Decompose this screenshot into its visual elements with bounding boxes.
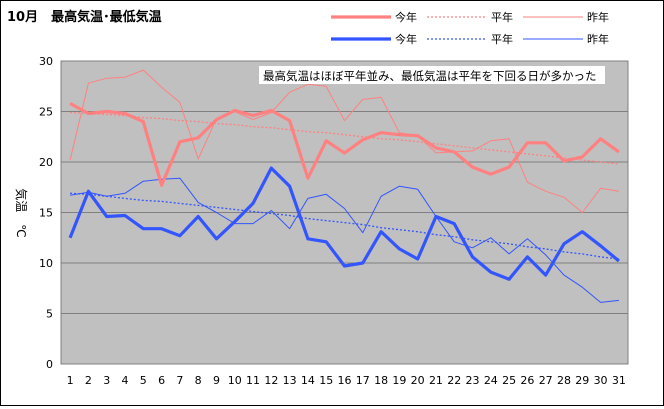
x-tick-labels: 1 2 3 4 5 6 7 8 9 10 11 12 13 14 15 16 17 18 19 20 21 22 23 24 2… — [67, 374, 626, 387]
x-tick-label: 5 — [140, 374, 147, 387]
x-tick-label: 4 — [122, 374, 129, 387]
y-tick-label: 25 — [39, 106, 53, 119]
y-tick-label: 0 — [46, 358, 53, 371]
y-tick-label: 30 — [39, 55, 53, 68]
series-line-max_last — [69, 69, 619, 213]
x-tick-label: 1 — [67, 374, 74, 387]
x-tick-label: 19 — [392, 374, 406, 387]
x-tick-label: 17 — [356, 374, 370, 387]
x-tick-label: 28 — [557, 374, 571, 387]
x-tick-label: 29 — [575, 374, 589, 387]
series-line-min_normal — [70, 192, 619, 260]
legend-label: 昨年 — [587, 32, 609, 46]
x-tick-label: 8 — [195, 374, 202, 387]
x-tick-label: 14 — [301, 374, 315, 387]
x-tick-label: 15 — [319, 374, 333, 387]
chart-title: 10月 最高気温･最低気温 — [7, 9, 162, 25]
x-tick-label: 25 — [502, 374, 516, 387]
y-tick-label: 20 — [39, 156, 53, 169]
series-line-max_this — [69, 101, 620, 187]
series-line-min_last — [70, 177, 619, 303]
x-tick-label: 30 — [594, 374, 608, 387]
x-tick-label: 7 — [176, 374, 183, 387]
y-tick-label: 5 — [46, 308, 53, 321]
x-tick-label: 2 — [85, 374, 92, 387]
x-tick-label: 23 — [466, 374, 480, 387]
x-tick-label: 9 — [213, 374, 220, 387]
x-tick-label: 10 — [228, 374, 242, 387]
series-line-min_this — [68, 166, 620, 281]
x-tick-label: 26 — [520, 374, 534, 387]
x-tick-label: 6 — [158, 374, 165, 387]
legend-label: 今年 — [395, 32, 417, 46]
legend-label: 平年 — [491, 32, 513, 46]
legend-label: 平年 — [491, 10, 513, 24]
x-tick-label: 13 — [283, 374, 297, 387]
y-axis-label: 気温 ℃ — [14, 188, 29, 237]
x-tick-label: 20 — [411, 374, 425, 387]
x-tick-label: 27 — [539, 374, 553, 387]
y-tick-labels: 0 5 10 15 20 25 30 — [39, 55, 53, 371]
x-tick-label: 24 — [484, 374, 498, 387]
y-tick-label: 15 — [39, 207, 53, 220]
x-tick-label: 12 — [264, 374, 278, 387]
x-tick-label: 16 — [338, 374, 352, 387]
annotation-box — [259, 66, 605, 84]
legend-label: 今年 — [395, 10, 417, 24]
series-layer — [68, 69, 620, 303]
x-tick-label: 11 — [246, 374, 260, 387]
x-tick-label: 22 — [447, 374, 461, 387]
legend-label: 昨年 — [587, 10, 609, 24]
x-tick-label: 3 — [103, 374, 110, 387]
x-tick-label: 21 — [429, 374, 443, 387]
x-tick-label: 18 — [374, 374, 388, 387]
y-tick-label: 10 — [39, 257, 53, 270]
x-tick-label: 31 — [612, 374, 626, 387]
chart-annotation: 最高気温はほぼ平年並み、最低気温は平年を下回る日が多かった — [263, 69, 597, 83]
